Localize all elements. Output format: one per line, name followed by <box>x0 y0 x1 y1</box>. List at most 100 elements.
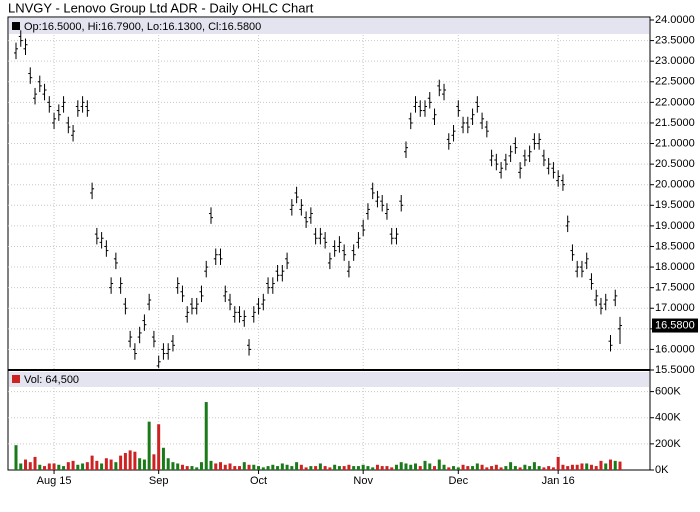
volume-bar <box>119 455 123 470</box>
volume-bar <box>247 464 251 470</box>
volume-bar <box>95 460 99 470</box>
volume-bar <box>52 463 56 470</box>
volume-bar <box>142 459 146 470</box>
y-tick-label: 18.5000 <box>655 240 695 252</box>
volume-bar <box>456 467 460 470</box>
volume-bar <box>138 458 142 470</box>
x-tick-label: Aug 15 <box>37 475 72 487</box>
volume-bar <box>532 462 536 470</box>
volume-bar <box>437 459 441 470</box>
legend-swatch <box>12 22 20 30</box>
volume-bar <box>133 451 137 470</box>
y-tick-label: 16.0000 <box>655 343 695 355</box>
volume-legend-swatch <box>12 375 20 383</box>
y2-tick-label: 200K <box>655 438 681 450</box>
volume-bar <box>100 463 104 470</box>
volume-bar <box>556 456 560 470</box>
volume-bar <box>266 466 270 470</box>
volume-bar <box>537 466 541 470</box>
volume-bar <box>309 466 313 470</box>
legend-band <box>9 18 649 34</box>
volume-bar <box>204 402 208 470</box>
volume-bar <box>280 463 284 470</box>
volume-bar <box>147 421 151 470</box>
volume-bar <box>608 459 612 470</box>
volume-bar <box>570 464 574 470</box>
volume-bar <box>47 463 51 470</box>
volume-bar <box>209 460 213 470</box>
volume-bar <box>390 467 394 470</box>
volume-bar <box>166 458 170 470</box>
volume-bar <box>494 464 498 470</box>
x-tick-label: Dec <box>449 475 469 487</box>
volume-bar <box>90 455 94 470</box>
volume-bar <box>152 454 156 470</box>
volume-bar <box>518 467 522 470</box>
volume-bar <box>318 463 322 470</box>
volume-legend-band <box>9 372 649 387</box>
x-tick-label: Nov <box>353 475 373 487</box>
volume-bar <box>380 466 384 470</box>
volume-bar <box>413 463 417 470</box>
volume-bar <box>504 466 508 470</box>
volume-bar <box>594 466 598 470</box>
volume-bar <box>394 464 398 470</box>
volume-bar <box>375 464 379 470</box>
volume-bar <box>180 464 184 470</box>
x-tick-label: Jan 16 <box>542 475 575 487</box>
volume-bar <box>490 466 494 470</box>
volume-bar <box>499 467 503 470</box>
volume-bar <box>76 464 80 470</box>
volume-bar <box>589 464 593 470</box>
volume-bar <box>114 462 118 470</box>
volume-bar <box>485 467 489 470</box>
volume-bar <box>228 463 232 470</box>
volume-bar <box>14 445 18 470</box>
y-tick-label: 19.5000 <box>655 199 695 211</box>
volume-bar <box>314 466 318 470</box>
y-tick-label: 19.0000 <box>655 220 695 232</box>
volume-bar <box>566 466 570 470</box>
volume-bar <box>252 464 256 470</box>
volume-bar <box>613 460 617 470</box>
volume-bar <box>385 466 389 470</box>
volume-bar <box>599 460 603 470</box>
volume-bar <box>304 467 308 470</box>
volume-bar <box>62 466 66 470</box>
volume-bar <box>433 466 437 470</box>
volume-bar <box>214 463 218 470</box>
x-tick-label: Sep <box>149 475 169 487</box>
volume-bar <box>157 424 161 470</box>
volume-bar <box>618 461 622 470</box>
volume-bar <box>547 466 551 470</box>
volume-legend-text: Vol: 64,500 <box>24 374 79 386</box>
volume-bar <box>428 463 432 470</box>
volume-bar <box>123 453 127 470</box>
volume-bar <box>404 463 408 470</box>
volume-bar <box>190 466 194 470</box>
volume-bar <box>161 447 165 470</box>
y-tick-label: 15.5000 <box>655 364 695 376</box>
volume-bar <box>223 464 227 470</box>
y-tick-label: 17.5000 <box>655 282 695 294</box>
volume-bar <box>356 466 360 470</box>
y-tick-label: 18.0000 <box>655 261 695 273</box>
volume-bar <box>176 463 180 470</box>
y2-tick-label: 600K <box>655 386 681 398</box>
volume-bar <box>295 462 299 470</box>
volume-bar <box>24 459 28 470</box>
volume-bar <box>337 466 341 470</box>
volume-bar <box>81 463 85 470</box>
volume-bar <box>466 466 470 470</box>
volume-bar <box>285 464 289 470</box>
volume-bar <box>323 466 327 470</box>
volume-bar <box>28 462 32 470</box>
volume-bar <box>276 466 280 470</box>
volume-bar <box>57 464 61 470</box>
volume-bar <box>542 467 546 470</box>
volume-bar <box>442 464 446 470</box>
y-tick-label: 23.5000 <box>655 34 695 46</box>
volume-bar <box>242 462 246 470</box>
volume-bar <box>199 462 203 470</box>
